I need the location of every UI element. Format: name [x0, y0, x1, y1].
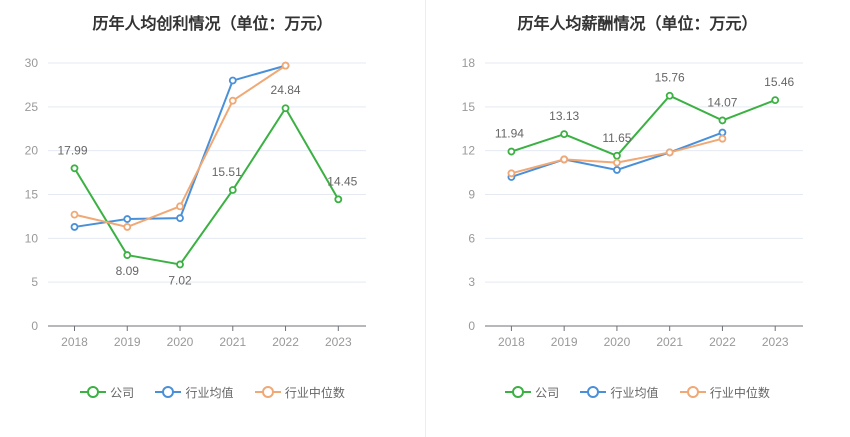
- svg-text:24.84: 24.84: [271, 83, 301, 97]
- svg-text:15.76: 15.76: [655, 71, 685, 85]
- svg-text:15.46: 15.46: [764, 75, 794, 89]
- svg-text:18: 18: [462, 56, 476, 70]
- svg-text:6: 6: [468, 231, 475, 245]
- svg-text:25: 25: [25, 100, 39, 114]
- svg-text:0: 0: [468, 319, 475, 333]
- svg-text:7.02: 7.02: [168, 273, 192, 287]
- svg-text:11.65: 11.65: [602, 131, 631, 145]
- svg-text:2018: 2018: [61, 335, 88, 349]
- svg-text:30: 30: [25, 56, 39, 70]
- svg-text:15: 15: [462, 100, 476, 114]
- svg-text:15: 15: [25, 188, 39, 202]
- svg-text:3: 3: [468, 275, 475, 289]
- svg-text:15.51: 15.51: [212, 165, 242, 179]
- svg-text:20: 20: [25, 144, 39, 158]
- svg-text:10: 10: [25, 231, 39, 245]
- svg-text:2023: 2023: [762, 335, 789, 349]
- svg-text:2022: 2022: [709, 335, 736, 349]
- svg-text:2022: 2022: [272, 335, 299, 349]
- svg-text:2020: 2020: [604, 335, 631, 349]
- svg-text:17.99: 17.99: [57, 143, 87, 157]
- svg-text:8.09: 8.09: [116, 264, 140, 278]
- svg-text:2020: 2020: [167, 335, 194, 349]
- svg-text:11.94: 11.94: [495, 127, 524, 141]
- svg-text:2021: 2021: [656, 335, 683, 349]
- svg-text:2019: 2019: [551, 335, 578, 349]
- svg-text:14.07: 14.07: [707, 95, 737, 109]
- svg-text:2019: 2019: [114, 335, 141, 349]
- svg-text:2021: 2021: [219, 335, 246, 349]
- svg-text:14.45: 14.45: [327, 174, 357, 188]
- svg-text:13.13: 13.13: [549, 109, 579, 123]
- svg-text:5: 5: [31, 275, 38, 289]
- svg-text:9: 9: [468, 188, 475, 202]
- svg-text:2018: 2018: [498, 335, 525, 349]
- svg-text:12: 12: [462, 144, 476, 158]
- svg-text:0: 0: [31, 319, 38, 333]
- svg-text:2023: 2023: [325, 335, 352, 349]
